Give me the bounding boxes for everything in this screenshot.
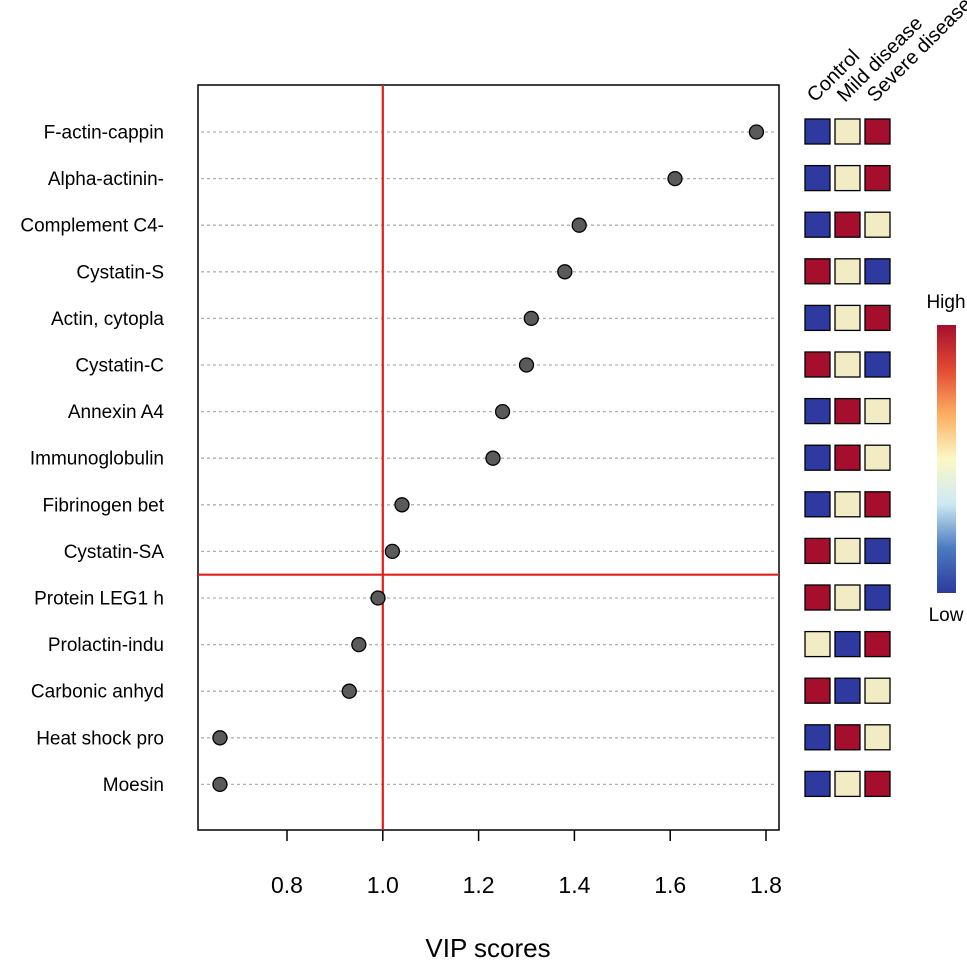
heatmap-cell xyxy=(864,724,891,751)
heatmap-cell xyxy=(834,164,861,192)
category-label: Complement C4- xyxy=(20,216,164,237)
vip-point xyxy=(212,776,228,793)
heatmap-cell xyxy=(834,351,861,378)
heatmap-cell xyxy=(864,444,891,471)
vip-point xyxy=(351,636,367,653)
category-label: Annexin A4 xyxy=(68,402,165,423)
x-tick-label: 1.2 xyxy=(463,872,495,898)
heatmap-cell xyxy=(834,397,861,425)
heatmap-cell xyxy=(804,584,831,611)
vip-point xyxy=(370,590,386,606)
category-label: Cystatin-SA xyxy=(64,542,165,563)
heatmap-cell xyxy=(864,630,891,658)
heatmap-cell xyxy=(804,770,831,798)
heatmap-cell xyxy=(834,584,861,611)
heatmap-cell xyxy=(804,304,831,332)
heatmap-cell xyxy=(804,724,831,751)
vip-point xyxy=(748,124,765,140)
heatmap-cell xyxy=(864,164,891,192)
heatmap-cell xyxy=(834,537,861,565)
vip-point xyxy=(384,543,401,560)
category-label: Actin, cytopla xyxy=(51,309,164,330)
vip-point xyxy=(494,403,511,420)
heatmap-cell xyxy=(834,444,861,471)
heatmap-cell xyxy=(804,444,831,471)
category-label: Protein LEG1 h xyxy=(34,589,164,610)
heatmap-cell xyxy=(834,770,861,798)
heatmap-cell xyxy=(834,677,861,704)
vip-point xyxy=(212,730,228,746)
heatmap-cell xyxy=(804,677,831,704)
heatmap-cell xyxy=(864,211,891,238)
vip-point xyxy=(518,357,535,373)
heatmap-cell xyxy=(864,491,891,518)
heatmap-cell xyxy=(834,258,861,285)
x-tick-label: 1.4 xyxy=(558,872,590,898)
heatmap-cell xyxy=(864,677,891,704)
category-label: F-actin-cappin xyxy=(44,123,164,144)
heatmap-cell xyxy=(834,724,861,751)
heatmap-cell xyxy=(864,304,891,332)
heatmap-cell xyxy=(864,397,891,425)
vip-point xyxy=(341,683,357,699)
heatmap-cell xyxy=(834,118,861,145)
heatmap-cell xyxy=(804,118,831,145)
heatmap-cell xyxy=(864,258,891,285)
heatmap-cell xyxy=(834,491,861,518)
heatmap-cell xyxy=(864,351,891,378)
heatmap-cell xyxy=(864,584,891,611)
vip-point xyxy=(557,264,573,280)
heatmap-cell xyxy=(804,537,831,565)
vip-point xyxy=(523,310,539,327)
legend-high-label: High xyxy=(926,292,965,313)
heatmap-cell xyxy=(834,211,861,238)
category-label: Prolactin-indu xyxy=(48,635,164,656)
category-label: Cystatin-S xyxy=(76,262,164,283)
color-scale-bar xyxy=(937,325,956,593)
heatmap-cell xyxy=(834,630,861,658)
heatmap-cell xyxy=(804,164,831,192)
category-label: Cystatin-C xyxy=(75,356,164,377)
heatmap-cell xyxy=(804,630,831,658)
x-axis-title: VIP scores xyxy=(425,933,550,960)
category-label: Carbonic anhyd xyxy=(31,682,164,703)
legend-low-label: Low xyxy=(929,605,964,626)
x-tick-label: 0.8 xyxy=(271,872,303,898)
heatmap-cell xyxy=(804,491,831,518)
vip-point xyxy=(394,497,410,513)
heatmap-cell xyxy=(804,351,831,378)
vip-point xyxy=(485,450,501,466)
category-label: Alpha-actinin- xyxy=(48,169,164,190)
x-tick-label: 1.8 xyxy=(750,872,782,898)
heatmap-cell xyxy=(804,211,831,238)
plot-frame xyxy=(197,84,780,831)
heatmap-cell xyxy=(804,258,831,285)
heatmap-cell xyxy=(864,118,891,145)
x-tick-label: 1.6 xyxy=(654,872,686,898)
heatmap-cell xyxy=(864,537,891,565)
category-label: Immunoglobulin xyxy=(30,449,164,470)
heatmap-cell xyxy=(804,397,831,425)
x-tick-label: 1.0 xyxy=(367,872,399,898)
category-label: Fibrinogen bet xyxy=(43,495,165,516)
heatmap-cell xyxy=(864,770,891,798)
vip-point xyxy=(667,170,683,187)
heatmap-cell xyxy=(834,304,861,332)
category-label: Moesin xyxy=(103,775,164,796)
vip-point xyxy=(571,217,587,233)
category-label: Heat shock pro xyxy=(36,728,164,749)
